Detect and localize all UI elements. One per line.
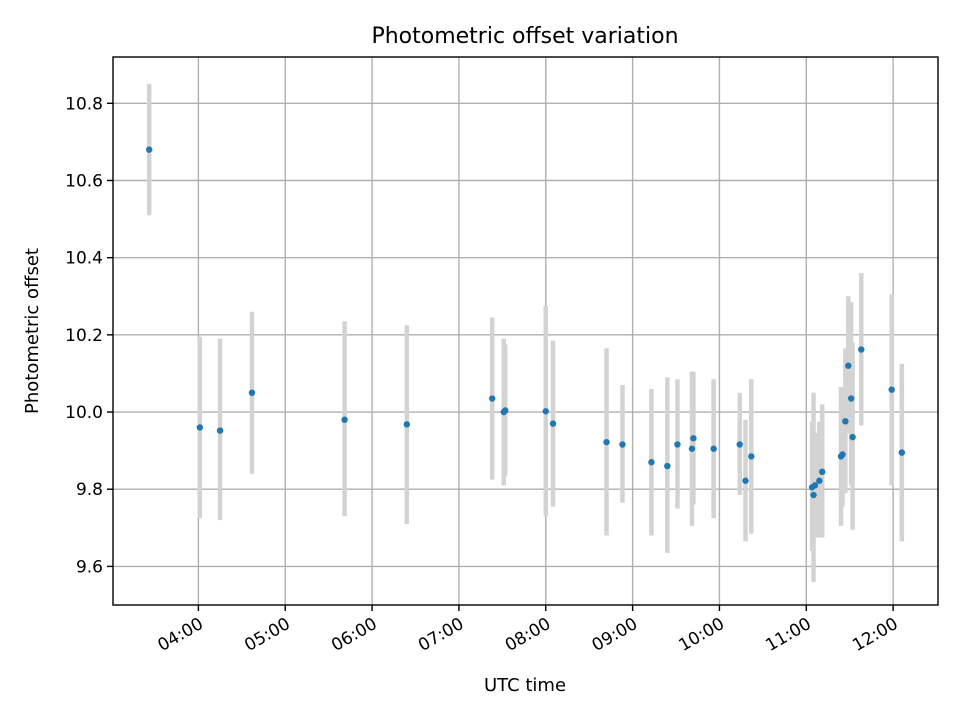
y-axis-ticks: 9.6 9.8 10.0 10.2 10.4 10.6 10.8 xyxy=(65,94,113,577)
data-point xyxy=(489,395,496,402)
data-point xyxy=(619,441,626,448)
y-tick-label: 9.6 xyxy=(76,557,103,577)
data-point xyxy=(847,395,855,402)
data-point xyxy=(888,386,895,393)
point-layer xyxy=(145,146,906,499)
y-tick-label: 9.8 xyxy=(76,480,103,500)
data-point xyxy=(502,407,509,414)
data-point xyxy=(858,346,865,353)
data-point xyxy=(845,362,852,369)
y-tick-label: 10.4 xyxy=(65,249,103,269)
data-point xyxy=(216,427,224,434)
data-point xyxy=(664,462,671,470)
plot-frame xyxy=(112,56,939,606)
data-point xyxy=(542,408,549,415)
data-point xyxy=(688,445,696,452)
data-point xyxy=(145,146,153,153)
data-point xyxy=(674,441,681,448)
y-tick-label: 10.0 xyxy=(65,403,103,423)
data-point xyxy=(690,435,697,442)
chart-title: Photometric offset variation xyxy=(371,24,678,49)
data-point xyxy=(742,477,749,484)
data-point xyxy=(648,459,655,466)
data-point xyxy=(819,468,826,476)
data-point xyxy=(811,482,819,489)
data-point xyxy=(810,491,817,499)
y-axis-label: Photometric offset xyxy=(22,248,43,414)
data-point xyxy=(736,441,743,448)
data-point xyxy=(816,477,823,484)
y-tick-label: 10.8 xyxy=(65,94,103,114)
data-point xyxy=(603,438,610,446)
y-tick-label: 10.2 xyxy=(65,326,103,346)
data-point xyxy=(748,453,755,460)
data-point xyxy=(842,418,849,425)
data-point xyxy=(710,445,717,452)
y-tick-label: 10.6 xyxy=(65,171,103,191)
data-point xyxy=(341,416,348,423)
data-point xyxy=(849,433,856,441)
data-point xyxy=(248,389,256,396)
x-axis-label: UTC time xyxy=(484,675,566,696)
data-point xyxy=(839,451,846,458)
data-point xyxy=(403,421,411,428)
data-point xyxy=(549,420,557,427)
data-point xyxy=(898,449,906,456)
data-point xyxy=(196,424,204,431)
